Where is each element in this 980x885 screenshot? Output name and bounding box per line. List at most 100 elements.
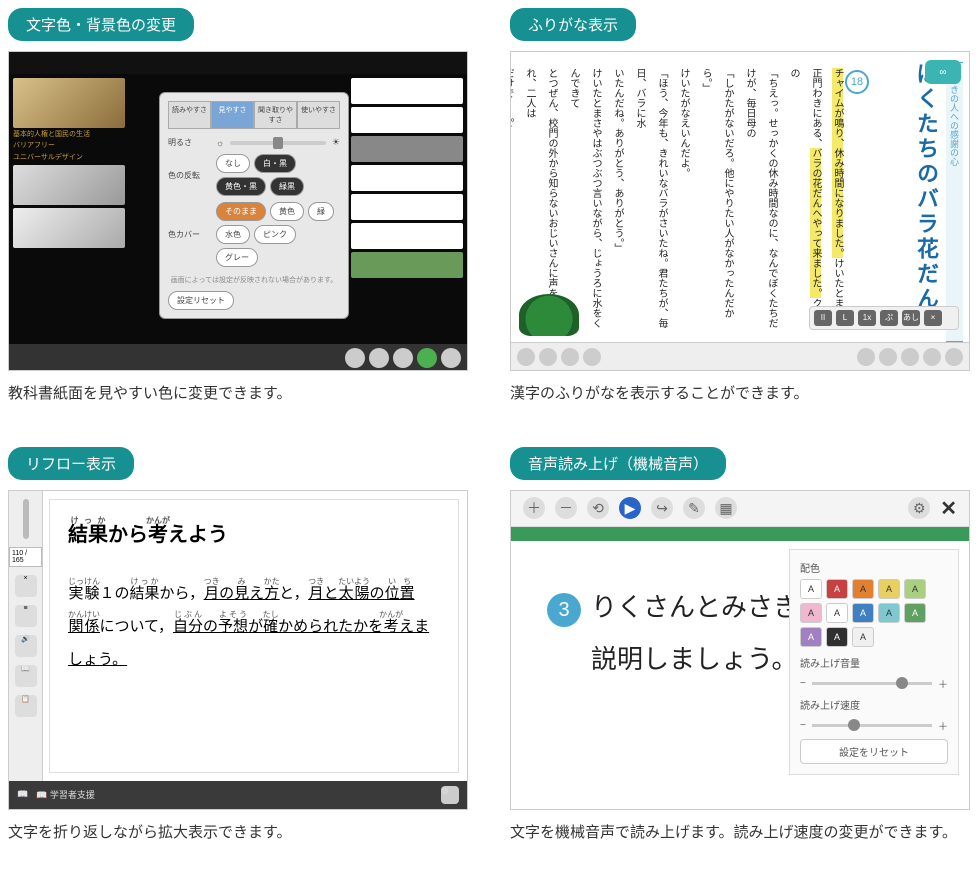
zoom-out-icon[interactable]: － — [555, 497, 577, 519]
tab-readability[interactable]: 読みやすさ — [168, 101, 211, 129]
pen-icon[interactable]: ✎ — [683, 497, 705, 519]
color-swatch[interactable]: A — [826, 603, 848, 623]
speaker-icon[interactable]: 🔊 — [15, 635, 37, 657]
close-icon[interactable]: × — [15, 575, 37, 597]
speed-slider[interactable] — [812, 724, 932, 727]
color-swatch[interactable]: A — [852, 627, 874, 647]
next-icon[interactable]: ↪ — [651, 497, 673, 519]
gear-icon[interactable]: ⚙ — [908, 497, 930, 519]
color-swatch[interactable]: A — [826, 627, 848, 647]
color-swatch[interactable]: A — [878, 579, 900, 599]
color-settings-dialog: 読みやすさ 見やすさ 聞き取りやすさ 使いやすさ 明るさ ☼ ☀ 色の反転 なし… — [159, 92, 349, 319]
display-icon[interactable]: 📋 — [15, 695, 37, 717]
audio-lang-button[interactable]: L — [836, 310, 854, 326]
menu-icon[interactable]: ≡ — [15, 605, 37, 627]
book-icon[interactable]: 📖 — [15, 665, 37, 687]
gear-icon[interactable]: ⚙ — [441, 786, 459, 804]
speed-label: 読み上げ速度 — [800, 697, 948, 712]
cover-yellow-button[interactable]: 黄色 — [270, 202, 304, 221]
toolbar-icon[interactable] — [561, 348, 579, 366]
tag-furigana: ふりがな表示 — [510, 8, 636, 41]
caption-furigana: 漢字のふりがなを表示することができます。 — [510, 381, 972, 407]
brightness-slider[interactable] — [230, 141, 326, 145]
green-stripe — [511, 527, 969, 541]
close-icon[interactable]: ✕ — [940, 496, 957, 521]
speed-slider-row: −＋ — [800, 718, 948, 733]
toolbar-icon[interactable] — [539, 348, 557, 366]
tag-reflow: リフロー表示 — [8, 447, 134, 480]
toolbar-icon[interactable] — [923, 348, 941, 366]
s1-thumb — [351, 107, 463, 133]
play-icon[interactable]: ▶ — [619, 497, 641, 519]
toolbar-icon[interactable] — [879, 348, 897, 366]
scrollbar-icon[interactable] — [23, 499, 29, 539]
cover-green-button[interactable]: 緑 — [308, 202, 334, 221]
cover-pink-button[interactable]: ピンク — [254, 225, 296, 244]
audio-speed-button[interactable]: 1x — [858, 310, 876, 326]
invert-wb-button[interactable]: 白・黒 — [254, 154, 296, 173]
toolbar-icon[interactable] — [517, 348, 535, 366]
cover-gray-button[interactable]: グレー — [216, 248, 258, 267]
tab-audibility[interactable]: 聞き取りやすさ — [254, 101, 297, 129]
color-swatch[interactable]: A — [800, 603, 822, 623]
panel-color-change: 文字色・背景色の変更 基本的人権と国民の生活 バリアフリー ユニバーサルデザイン — [8, 8, 470, 407]
toolbar-icon[interactable] — [857, 348, 875, 366]
toolbar-icon[interactable] — [945, 348, 963, 366]
toolbar-icon[interactable] — [583, 348, 601, 366]
color-swatch[interactable]: A — [852, 603, 874, 623]
step-number-badge: 3 — [547, 593, 581, 627]
invert-label: 色の反転 — [168, 170, 210, 181]
color-swatch[interactable]: A — [800, 627, 822, 647]
s1-photo — [13, 78, 125, 128]
zoom-reset-icon[interactable]: ⟲ — [587, 497, 609, 519]
audio-btn[interactable]: ぷ — [880, 310, 898, 326]
color-swatch[interactable]: A — [800, 579, 822, 599]
audio-btn[interactable]: あし — [902, 310, 920, 326]
tts-line2: 説明しましょう。 — [591, 644, 797, 674]
dialog-note: 画面によっては設定が反映されない場合があります。 — [168, 275, 340, 285]
zoom-in-icon[interactable]: ＋ — [523, 497, 545, 519]
color-swatch[interactable]: A — [878, 603, 900, 623]
reflow-heading: 結果けっかから考かんがえよう — [68, 516, 440, 547]
color-swatch[interactable]: A — [904, 579, 926, 599]
caption-color-change: 教科書紙面を見やすい色に変更できます。 — [8, 381, 470, 407]
audio-close-button[interactable]: × — [924, 310, 942, 326]
toolbar-icon[interactable] — [417, 348, 437, 368]
toolbar-icon[interactable] — [369, 348, 389, 368]
cover-aqua-button[interactable]: 水色 — [216, 225, 250, 244]
audio-pause-button[interactable]: II — [814, 310, 832, 326]
s1-thumb — [351, 165, 463, 191]
tab-visibility[interactable]: 見やすさ — [211, 101, 254, 129]
invert-gb-button[interactable]: 緑黒 — [270, 177, 304, 196]
panel-tts: 音声読み上げ（機械音声） ＋ － ⟲ ▶ ↪ ✎ ▦ ⚙ ✕ 3りくさんとみさき… — [510, 447, 972, 846]
tab-usability[interactable]: 使いやすさ — [297, 101, 340, 129]
highlighted-text: バラの花だんへやって来ました。 — [810, 148, 821, 298]
volume-slider[interactable] — [812, 682, 932, 685]
cover-none-button[interactable]: そのまま — [216, 202, 266, 221]
toolbar-icon[interactable] — [441, 348, 461, 368]
s1-left-text: ユニバーサルデザイン — [13, 154, 125, 162]
volume-label: 読み上げ音量 — [800, 655, 948, 670]
color-swatch[interactable]: A — [904, 603, 926, 623]
image-icon[interactable]: ▦ — [715, 497, 737, 519]
screenshot-tts: ＋ － ⟲ ▶ ↪ ✎ ▦ ⚙ ✕ 3りくさんとみさき 説明しましょう。 配色 … — [510, 490, 970, 810]
color-swatch[interactable]: A — [852, 579, 874, 599]
s1-thumb — [351, 223, 463, 249]
toolbar-icon[interactable] — [393, 348, 413, 368]
color-swatch[interactable]: A — [826, 579, 848, 599]
section-subheading: 地いきの人への感謝の心 — [946, 62, 963, 342]
reset-settings-button[interactable]: 設定をリセット — [800, 739, 948, 764]
toolbar-icon[interactable] — [345, 348, 365, 368]
reset-button[interactable]: 設定リセット — [168, 291, 234, 310]
cover-row: 色カバー そのまま 黄色 緑 水色 ピンク グレー — [168, 202, 340, 267]
invert-none-button[interactable]: なし — [216, 154, 250, 173]
toolbar-icon[interactable] — [901, 348, 919, 366]
s1-titlebar — [9, 52, 467, 74]
reflow-body: 実験じっけん１の結果けっかから，月つきの見みえ方かたと，月つきと太陽たいようの位… — [68, 577, 440, 676]
s2-body: 地いきの人への感謝の心 ぼくたちのバラ花だん チャイムが鳴り、休み時間になりまし… — [511, 52, 969, 342]
s1-photo — [13, 165, 125, 205]
bot-mode-label[interactable]: 📖 学習者支援 — [36, 788, 95, 801]
page-indicator: 110 / 165 — [9, 547, 42, 567]
invert-yb-button[interactable]: 黄色・黒 — [216, 177, 266, 196]
bot-book-icon[interactable]: 📖 — [17, 789, 28, 800]
